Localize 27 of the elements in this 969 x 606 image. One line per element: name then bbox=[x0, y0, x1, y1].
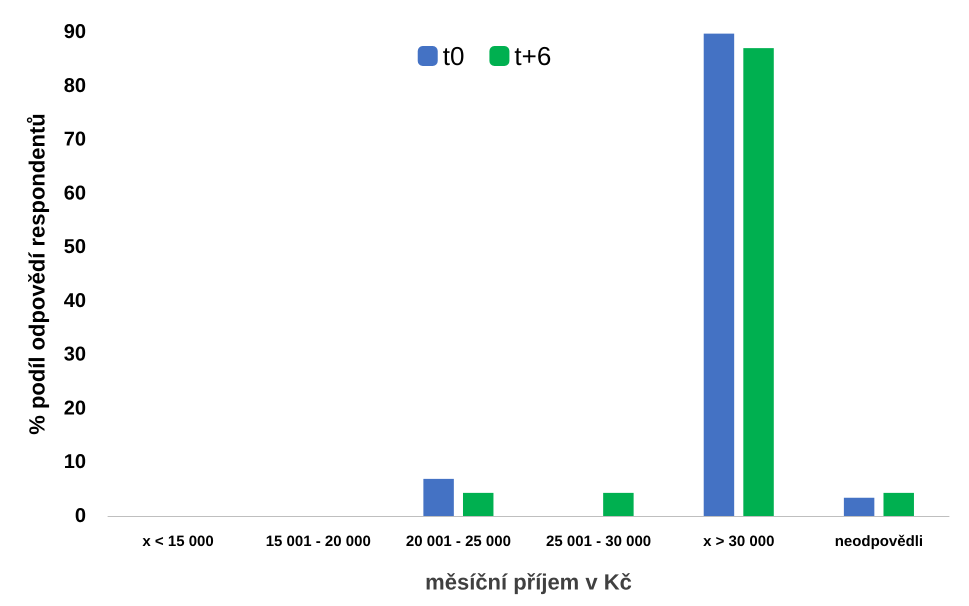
y-tick-label: 20 bbox=[64, 397, 86, 420]
y-axis-title: % podíl odpovědí respondentů bbox=[24, 113, 50, 435]
y-tick-label: 70 bbox=[64, 128, 86, 151]
x-tick-label: 15 001 - 20 000 bbox=[266, 533, 371, 550]
y-tick-label: 40 bbox=[64, 290, 86, 312]
bar bbox=[603, 492, 634, 516]
bar bbox=[704, 34, 734, 516]
legend-label: t+6 bbox=[514, 41, 552, 71]
y-tick-label: 30 bbox=[64, 344, 86, 366]
bar bbox=[883, 492, 914, 516]
bar bbox=[462, 492, 494, 516]
bar bbox=[743, 48, 774, 516]
bar bbox=[844, 498, 874, 516]
x-tick-label: 25 001 - 30 000 bbox=[546, 533, 652, 550]
y-tick-label: 50 bbox=[64, 236, 86, 258]
legend-label: t0 bbox=[442, 41, 464, 71]
y-tick-label: 80 bbox=[64, 74, 86, 97]
bar bbox=[423, 478, 454, 516]
y-tick-label: 90 bbox=[64, 21, 86, 43]
x-tick-label: 20 001 - 25 000 bbox=[406, 533, 511, 550]
y-tick-label: 10 bbox=[64, 451, 86, 474]
y-tick-label: 60 bbox=[64, 182, 86, 204]
x-tick-label: x > 30 000 bbox=[703, 533, 774, 550]
y-tick-label: 0 bbox=[74, 505, 86, 527]
x-tick-label: x < 15 000 bbox=[142, 533, 214, 550]
x-axis-title: měsíční příjem v Kč bbox=[425, 570, 632, 594]
x-tick-label: neodpovědli bbox=[834, 533, 924, 550]
